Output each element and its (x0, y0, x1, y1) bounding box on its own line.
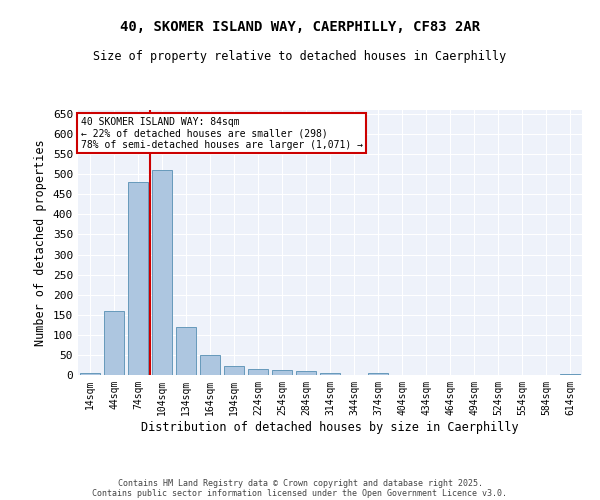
Bar (296, 372, 316, 375)
Text: Size of property relative to detached houses in Caerphilly: Size of property relative to detached ho… (94, 50, 506, 63)
Bar (128, 182, 148, 375)
Y-axis label: Number of detached properties: Number of detached properties (34, 139, 47, 346)
Text: 40, SKOMER ISLAND WAY, CAERPHILLY, CF83 2AR: 40, SKOMER ISLAND WAY, CAERPHILLY, CF83 … (120, 20, 480, 34)
Bar (560, 374, 580, 375)
Text: 40 SKOMER ISLAND WAY: 84sqm
← 22% of detached houses are smaller (298)
78% of se: 40 SKOMER ISLAND WAY: 84sqm ← 22% of det… (80, 116, 362, 150)
Bar (104, 311, 124, 375)
Bar (152, 170, 172, 375)
Bar (200, 355, 220, 375)
Bar (176, 327, 196, 375)
Bar (320, 372, 340, 375)
Bar (248, 370, 268, 375)
Bar (224, 366, 244, 375)
Bar (80, 373, 100, 375)
Text: Contains public sector information licensed under the Open Government Licence v3: Contains public sector information licen… (92, 488, 508, 498)
Bar (368, 374, 388, 375)
Bar (272, 370, 292, 375)
X-axis label: Distribution of detached houses by size in Caerphilly: Distribution of detached houses by size … (141, 420, 519, 434)
Text: Contains HM Land Registry data © Crown copyright and database right 2025.: Contains HM Land Registry data © Crown c… (118, 478, 482, 488)
